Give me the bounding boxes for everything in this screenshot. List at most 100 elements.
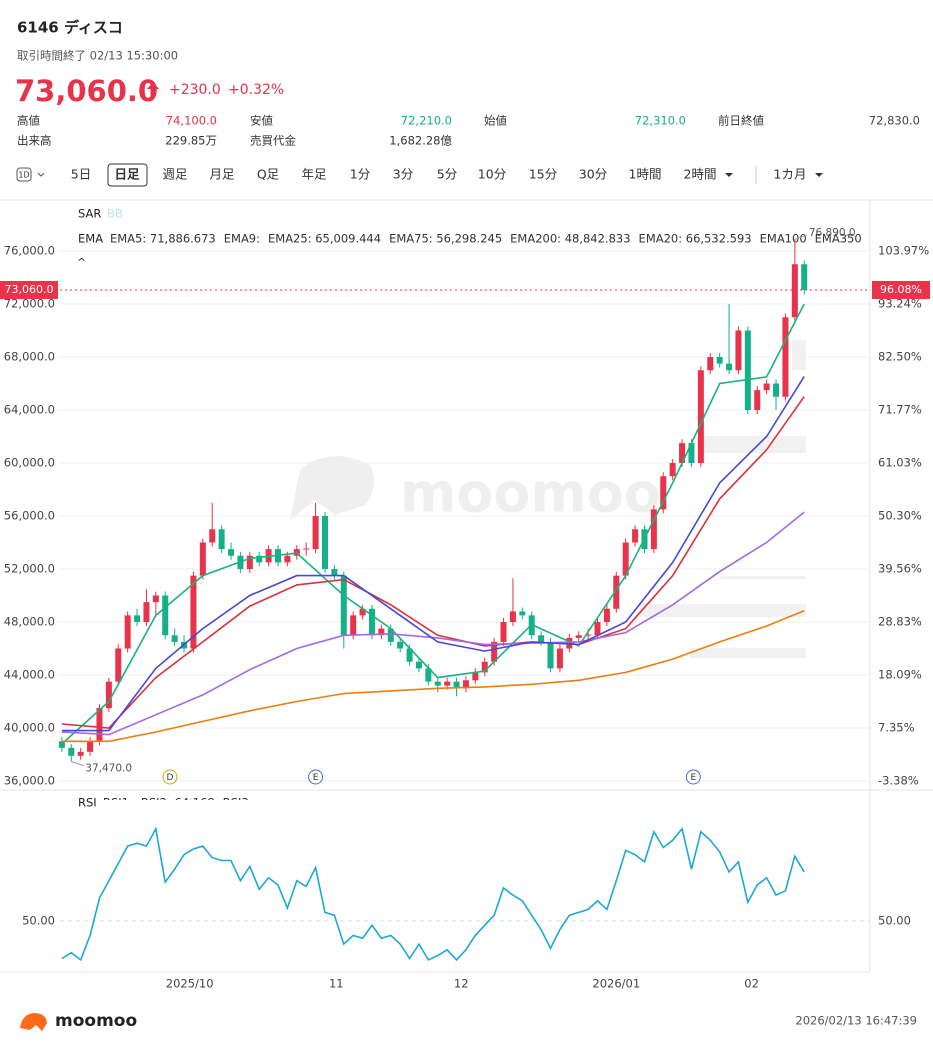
interval-icon-box[interactable] [16, 167, 32, 182]
candle-body [368, 608, 375, 636]
candle-body [415, 661, 422, 669]
candle-body [87, 741, 94, 752]
candle-body [491, 641, 498, 662]
candle-body [397, 641, 404, 649]
candle-body [585, 634, 592, 636]
candle-body [124, 615, 131, 649]
candle-body [284, 555, 291, 563]
tab[interactable]: 週足 [162, 167, 188, 182]
event-marker[interactable] [162, 769, 178, 785]
candle-body [707, 357, 714, 371]
annotation-leader [71, 761, 84, 766]
candle-body [152, 595, 159, 603]
legend-item: EMA350 [815, 232, 862, 246]
candle-body [726, 363, 733, 371]
tab[interactable]: 2時間 [684, 167, 717, 182]
footer-logo [20, 1013, 47, 1031]
legend-item: RSI2: 64.168 [141, 796, 215, 810]
candle-body [58, 741, 65, 748]
candle-body [613, 575, 620, 609]
y2-tick-label: 50.30% [878, 508, 922, 522]
legend-item: EMA5: 71,886.673 [110, 232, 216, 246]
y2-tick-label: -3.38% [878, 774, 919, 788]
y2-tick-label: 39.56% [878, 562, 922, 576]
ema-line [61, 376, 805, 732]
price-change-pct: +0.32% [228, 82, 284, 98]
tab-selected-box [107, 163, 148, 187]
legend-item: EMA100 [760, 232, 807, 246]
tab[interactable]: 1D [18, 171, 29, 180]
candle-body [669, 463, 676, 477]
legend-item: RSI1: [103, 796, 133, 810]
event-marker[interactable] [308, 769, 324, 785]
tab[interactable]: 5日 [71, 167, 91, 182]
candle-body [190, 575, 197, 649]
stat-value: 72,830.0 [869, 114, 920, 128]
candle-body [331, 569, 338, 576]
candle-body [773, 383, 780, 397]
tab[interactable]: 5分 [437, 167, 457, 182]
candle-body [444, 681, 451, 686]
collapse-toggle[interactable]: ^ [77, 256, 86, 269]
indicator-label: SAR [78, 207, 101, 221]
dropdown-caret[interactable] [725, 173, 733, 177]
x-tick-label: 11 [329, 977, 344, 991]
tab[interactable]: 月足 [209, 167, 235, 182]
tab[interactable]: 10分 [478, 167, 506, 182]
candle-body [321, 516, 328, 569]
y-tick-label: 60,000.0 [4, 456, 55, 470]
legend-item: EMA200: 48,842.833 [510, 232, 630, 246]
panel-title: RSI [78, 796, 97, 810]
candle-body [547, 641, 554, 669]
tab[interactable]: Q足 [257, 167, 280, 182]
tab-selected[interactable]: 日足 [114, 167, 140, 182]
footer-brand: moomoo [55, 1011, 137, 1031]
x-tick-label: 2025/10 [166, 977, 214, 991]
legend-item: EMA25: 65,009.444 [268, 232, 381, 246]
candle-body [246, 555, 253, 569]
candle-body [679, 443, 686, 463]
pct-tag-label: 96.08% [880, 283, 922, 296]
stock-title: 6146 ディスコ [17, 19, 123, 37]
candle-body [688, 443, 695, 463]
y2-tick-label: 71.77% [878, 402, 922, 416]
stat-label: 高値 [17, 114, 40, 128]
tab[interactable]: 1カ月 [774, 167, 807, 182]
legend-item: EMA26 [870, 232, 910, 246]
legend: EMA5: 71,886.673 EMA9: EMA25: 65,009.444 EM… [110, 232, 910, 246]
tab[interactable]: 1時間 [629, 167, 662, 182]
y2-tick-label: 28.83% [878, 614, 922, 628]
y-tick-label: 72,000.0 [4, 297, 55, 311]
y-tick-label: 40,000.0 [4, 721, 55, 735]
candle-body [735, 330, 742, 371]
stat-label: 安値 [250, 114, 273, 128]
legend-item: EMA9: [224, 232, 260, 246]
x-tick-label: 2026/01 [592, 977, 640, 991]
candle-body [500, 622, 507, 642]
volume-profile [640, 340, 806, 658]
dropdown-caret[interactable] [815, 173, 823, 177]
tab[interactable]: 3分 [393, 167, 413, 182]
candle-body [594, 622, 601, 636]
ema-line [61, 396, 805, 729]
event-marker[interactable] [685, 769, 701, 785]
annotation: 37,470.0 [85, 763, 132, 775]
tab[interactable]: 15分 [529, 167, 557, 182]
candle-body [481, 661, 488, 673]
x-tick-label: 12 [454, 977, 469, 991]
annotation-leader [794, 234, 807, 240]
stat-value: 72,210.0 [401, 114, 452, 128]
dropdown-caret[interactable] [37, 172, 45, 177]
x-tick-label: 02 [744, 977, 759, 991]
y2-tick-label: 18.09% [878, 668, 922, 682]
stat-value: 229.85万 [165, 134, 217, 148]
y2-tick-label: 7.35% [878, 721, 915, 735]
candle-body [744, 330, 751, 410]
tab[interactable]: 1分 [350, 167, 370, 182]
candle-body [425, 668, 432, 682]
candle-body [378, 628, 385, 636]
tab[interactable]: 年足 [301, 167, 327, 182]
tab[interactable]: 30分 [579, 167, 607, 182]
candle-body [453, 681, 460, 689]
candle-body [105, 681, 112, 709]
